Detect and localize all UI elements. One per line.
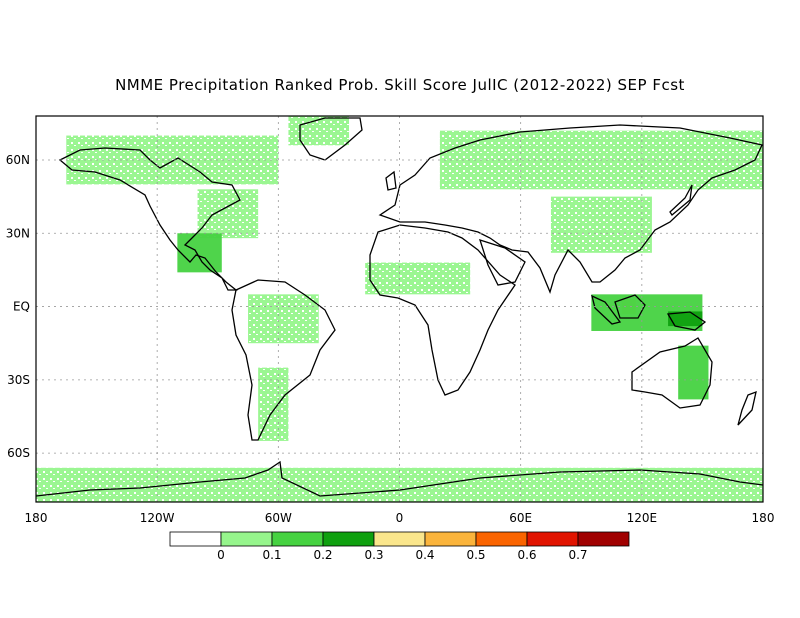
colorbar-swatch [577,531,630,547]
y-tick-label: 30N [6,226,30,240]
skill-region [177,233,222,273]
colorbar-label: 0 [217,548,225,562]
south-america-outline [231,279,336,441]
skill-region [36,467,763,502]
colorbar-swatch [373,531,426,547]
colorbar-swatch [322,531,375,547]
skill-region [678,345,709,400]
uk-outline [385,170,397,191]
australia-outline [631,337,713,409]
map-title: NMME Precipitation Ranked Prob. Skill Sc… [115,76,685,94]
x-tick-label: 0 [396,511,404,525]
eurasia-outline [378,124,763,294]
colorbar-label: 0.3 [364,548,383,562]
colorbar-swatch [271,531,324,547]
x-tick-label: 120W [140,511,175,525]
skill-region [550,196,652,253]
colorbar-label: 0.7 [568,548,587,562]
y-tick-label: 60S [7,446,30,460]
colorbar-swatch [169,531,222,547]
sumatra-outline [591,294,622,325]
arabia-outline [478,238,526,286]
colorbar-swatch [220,531,273,547]
y-tick-labels: 60N 30N EQ 30S 60S [6,153,30,460]
antarctica-outline [36,460,763,497]
africa-outline [369,224,516,396]
y-tick-label: 30S [7,373,30,387]
colorbar-swatch [475,531,528,547]
x-tick-labels: 180 120W 60W 0 60E 120E 180 [25,511,775,525]
x-tick-label: 60W [265,511,292,525]
skill-region [288,116,350,146]
new-guinea-outline [666,311,707,331]
colorbar: 0 0.1 0.2 0.3 0.4 0.5 0.6 0.7 [169,531,630,562]
y-tick-label: 60N [6,153,30,167]
x-tick-label: 180 [25,511,48,525]
x-tick-label: 60E [509,511,532,525]
x-tick-label: 180 [752,511,775,525]
colorbar-label: 0.4 [415,548,434,562]
greenland-outline [299,117,363,161]
skill-region [197,189,259,239]
colorbar-label: 0.2 [313,548,332,562]
borneo-outline [614,294,646,319]
coastlines [36,117,763,497]
plot-frame [35,115,764,503]
skill-region [365,262,471,295]
colorbar-label: 0.6 [517,548,536,562]
skill-region [66,135,279,185]
y-tick-label: EQ [13,300,30,314]
colorbar-swatch [424,531,477,547]
japan-outline [669,184,693,216]
new-zealand-outline [737,390,757,426]
lat-lon-grid [36,116,763,502]
colorbar-swatch [526,531,579,547]
colorbar-label: 0.5 [466,548,485,562]
skill-region [248,294,319,344]
x-tick-label: 120E [627,511,658,525]
colorbar-label: 0.1 [262,548,281,562]
